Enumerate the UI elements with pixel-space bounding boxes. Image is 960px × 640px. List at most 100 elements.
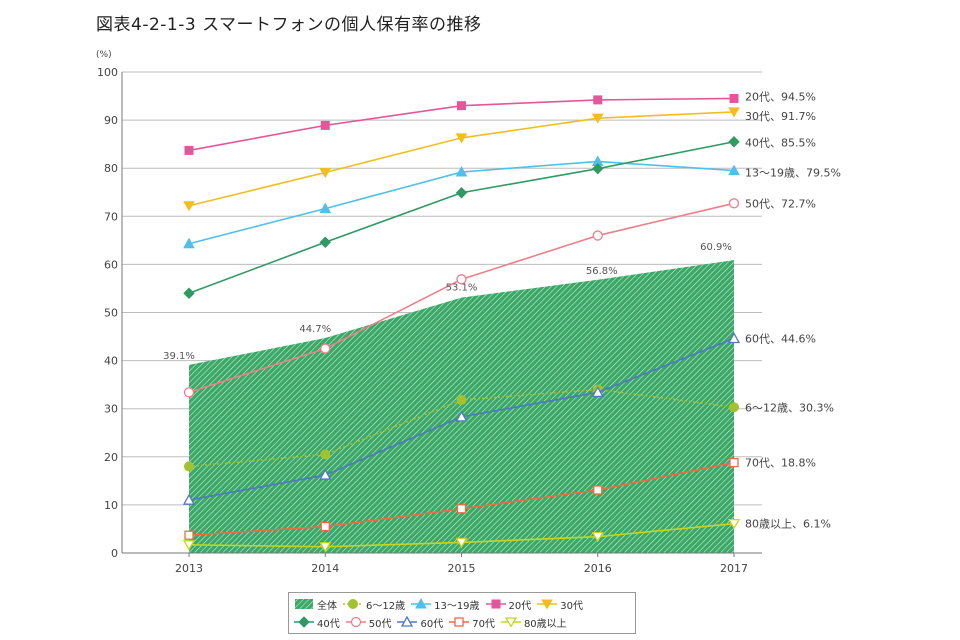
series-point-30代 [183, 201, 195, 212]
legend-marker [504, 617, 518, 628]
series-end-label: 70代、18.8% [745, 457, 816, 470]
legend-marker [541, 599, 554, 610]
y-tick-label: 40 [104, 355, 118, 368]
series-point-50代 [456, 274, 467, 285]
legend-item: 13～19歳 [410, 595, 480, 613]
series-end-label: 30代、91.7% [745, 110, 816, 123]
series-point-70代 [593, 485, 603, 495]
legend-label: 60代 [420, 618, 444, 630]
legend-row-1: 全体 6～12歳 13～19歳 20代 30代 [293, 595, 588, 613]
series-point-30代 [728, 107, 740, 118]
x-tick-label: 2015 [448, 562, 476, 575]
series-point-50代 [592, 230, 603, 241]
y-tick-label: 30 [104, 403, 118, 416]
series-point-40代 [728, 136, 740, 148]
legend-item: 70代 [448, 613, 495, 631]
y-tick-label: 50 [104, 307, 118, 320]
series-point-80歳以上 [455, 537, 468, 549]
series-point-20代 [729, 93, 739, 103]
series-end-label: 13～19歳、79.5% [745, 167, 841, 180]
legend-label: 80歳以上 [523, 618, 567, 630]
chart-title: 図表4-2-1-3 スマートフォンの個人保有率の推移 [96, 15, 482, 35]
series-point-70代 [320, 521, 330, 532]
series-point-20代 [593, 95, 603, 105]
legend-marker [350, 616, 361, 628]
series-point-60代 [455, 410, 468, 422]
series-point-80歳以上 [727, 519, 741, 530]
series-point-20代 [184, 145, 194, 155]
legend-label: 全体 [317, 600, 337, 612]
legend-label: 50代 [368, 618, 392, 630]
series-point-13～19歳 [183, 237, 195, 249]
legend-marker [415, 598, 427, 609]
series-point-40代 [455, 187, 468, 199]
series-end-label: 60代、44.6% [745, 332, 816, 345]
overall-area [189, 260, 734, 553]
series-point-80歳以上 [319, 542, 332, 553]
series-point-6～12歳 [729, 402, 739, 413]
legend-label: 30代 [560, 600, 584, 612]
area-data-label: 53.1% [446, 283, 478, 294]
legend-item: 20代 [485, 595, 532, 613]
y-tick-label: 60 [104, 258, 118, 271]
series-point-6～12歳 [456, 395, 467, 406]
series-point-30代 [455, 133, 468, 144]
area-data-label: 56.8% [586, 266, 618, 277]
area-data-label: 60.9% [700, 242, 732, 253]
series-point-20代 [320, 120, 330, 130]
legend-label: 13～19歳 [434, 600, 480, 612]
series-end-label: 6～12歳、30.3% [745, 401, 834, 414]
legend-marker [348, 599, 358, 609]
x-tick-label: 2013 [175, 562, 203, 575]
legend-marker [491, 599, 501, 609]
legend-marker [298, 616, 310, 628]
series-lines [182, 93, 741, 553]
series-point-13～19歳 [728, 164, 740, 176]
series-point-40代 [183, 287, 195, 299]
y-tick-label: 90 [104, 114, 118, 127]
series-end-label: 50代、72.7% [745, 197, 816, 210]
y-axis-unit: (%) [96, 50, 112, 60]
series-end-label: 80歳以上、6.1% [745, 518, 831, 531]
series-point-13～19歳 [455, 166, 468, 177]
x-tick-label: 2016 [584, 562, 612, 575]
legend-label: 40代 [317, 618, 340, 630]
y-tick-label: 10 [104, 499, 118, 512]
area-data-label: 44.7% [299, 324, 331, 335]
y-tick-label: 70 [104, 210, 118, 223]
legend-swatch-area [295, 599, 313, 609]
legend-label: 20代 [508, 600, 532, 612]
y-tick-label: 80 [104, 162, 118, 175]
series-point-6～12歳 [320, 449, 331, 460]
legend-row-2: 40代 50代 60代 70代 80歳以上 [293, 613, 572, 631]
series-point-60代 [591, 386, 604, 397]
axes: 0 10 20 30 40 50 60 70 80 90 100 (%) 2013 2014 2015 201… [96, 50, 762, 575]
series-end-label: 40代、85.5% [745, 137, 816, 150]
legend-item: 40代 [293, 613, 340, 631]
series-point-6～12歳 [184, 461, 194, 472]
series-point-80歳以上 [182, 540, 196, 551]
series-point-13～19歳 [319, 202, 332, 214]
legend-item: 60代 [396, 613, 443, 631]
series-point-70代 [456, 504, 467, 514]
y-tick-label: 20 [104, 451, 118, 464]
legend-item: 80歳以上 [500, 613, 567, 631]
labels: 39.1% 44.7% 53.1% 56.8% 60.9% 6～12歳、30.3% 13～1… [163, 90, 841, 530]
y-tick-label: 0 [111, 547, 118, 560]
x-tick-label: 2014 [311, 562, 339, 575]
legend: 全体 6～12歳 13～19歳 20代 30代 40代 50代 60代 70代 80歳以上 [288, 592, 636, 634]
legend-item: 6～12歳 [342, 595, 405, 613]
legend-label: 6～12歳 [366, 600, 406, 612]
y-tick-label: 100 [97, 66, 118, 79]
area-overall [189, 260, 734, 553]
area-data-label: 39.1% [163, 351, 195, 362]
series-point-20代 [457, 101, 466, 111]
series-line-6～12歳 [188, 388, 735, 468]
series-point-50代 [728, 198, 740, 209]
series-point-50代 [183, 387, 195, 398]
legend-marker [401, 616, 414, 627]
legend-item: 50代 [345, 613, 392, 631]
series-point-40代 [319, 236, 331, 248]
legend-label: 70代 [472, 618, 495, 630]
